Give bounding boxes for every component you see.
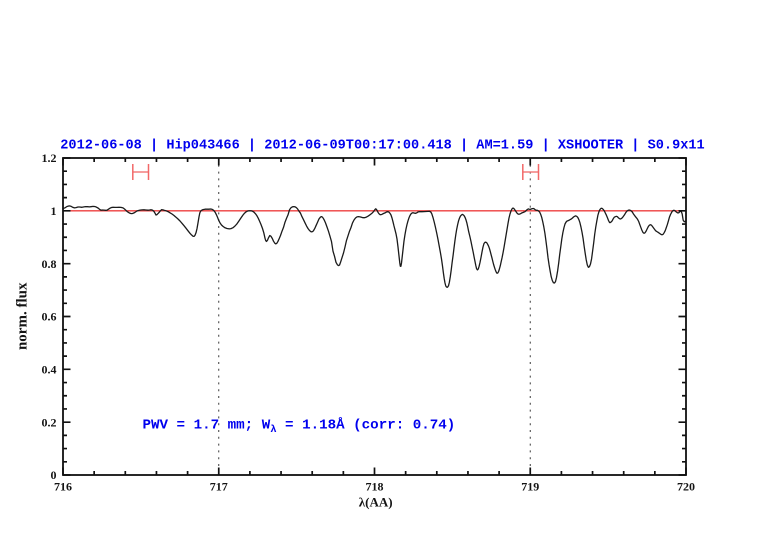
svg-text:718: 718 [366, 480, 384, 494]
svg-text:0.2: 0.2 [42, 415, 57, 429]
svg-text:λ(AA): λ(AA) [359, 495, 393, 510]
svg-text:719: 719 [521, 480, 539, 494]
svg-text:0.6: 0.6 [42, 310, 57, 324]
svg-text:0.8: 0.8 [42, 257, 57, 271]
svg-text:PWV = 1.7 mm; Wλ = 1.18Å (corr: PWV = 1.7 mm; Wλ = 1.18Å (corr: 0.74) [143, 416, 456, 436]
svg-text:717: 717 [210, 480, 228, 494]
svg-text:norm. flux: norm. flux [15, 282, 31, 350]
svg-text:716: 716 [54, 480, 72, 494]
svg-text:0.4: 0.4 [42, 363, 57, 377]
svg-text:1: 1 [51, 204, 57, 218]
svg-text:2012-06-08 | Hip043466 | 2012-: 2012-06-08 | Hip043466 | 2012-06-09T00:1… [60, 138, 704, 153]
svg-text:0: 0 [51, 468, 57, 482]
svg-text:1.2: 1.2 [42, 151, 57, 165]
svg-text:720: 720 [677, 480, 695, 494]
